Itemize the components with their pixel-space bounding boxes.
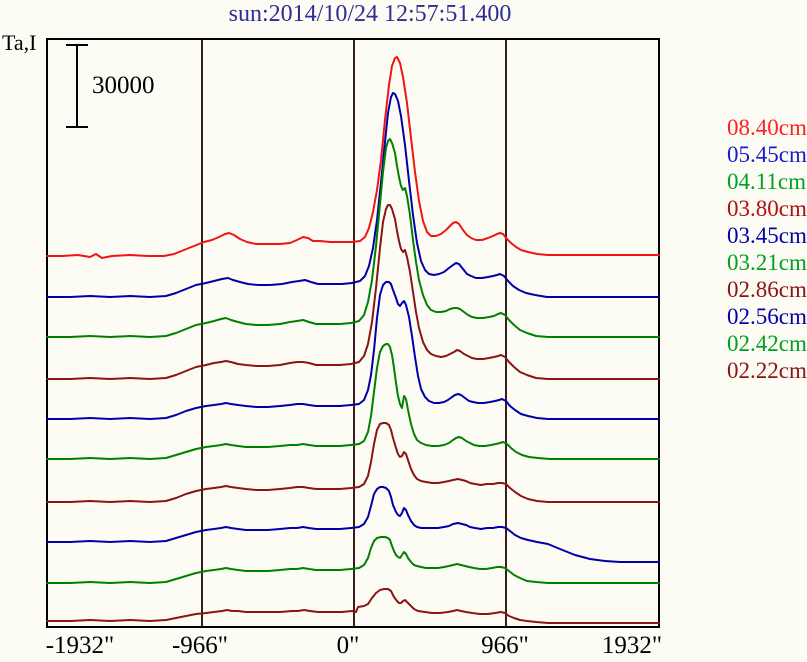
chart-title: sun:2014/10/24 12:57:51.400 (228, 1, 512, 27)
x-tick-label: 1932" (601, 632, 663, 659)
legend-item-02.22cm: 02.22cm (727, 358, 807, 383)
trace-02.56cm (46, 486, 660, 563)
legend-item-02.56cm: 02.56cm (727, 304, 807, 329)
legend-item-08.40cm: 08.40cm (727, 115, 807, 140)
legend-item-02.42cm: 02.42cm (727, 331, 807, 356)
scale-bar-label: 30000 (92, 72, 155, 99)
legend-item-04.11cm: 04.11cm (727, 169, 806, 194)
trace-03.45cm (46, 281, 660, 420)
legend-item-02.86cm: 02.86cm (727, 277, 807, 302)
x-tick-label: -966" (171, 632, 229, 659)
x-tick-label: 966" (481, 632, 529, 659)
trace-04.11cm (46, 138, 660, 338)
legend-item-03.45cm: 03.45cm (727, 223, 807, 248)
trace-05.45cm (46, 92, 660, 298)
trace-03.80cm (46, 204, 660, 380)
trace-02.86cm (46, 422, 660, 503)
legend-item-03.80cm: 03.80cm (727, 196, 807, 221)
legend-item-05.45cm: 05.45cm (727, 142, 807, 167)
x-tick-label: -1932" (45, 632, 115, 659)
legend-item-03.21cm: 03.21cm (727, 250, 807, 275)
trace-02.42cm (46, 536, 660, 584)
x-tick-label: 0" (336, 632, 360, 659)
y-axis-label: Ta,I (2, 30, 37, 55)
trace-02.22cm (46, 588, 660, 624)
plot-frame (46, 38, 660, 628)
trace-08.40cm (46, 56, 660, 259)
trace-03.21cm (46, 343, 660, 460)
